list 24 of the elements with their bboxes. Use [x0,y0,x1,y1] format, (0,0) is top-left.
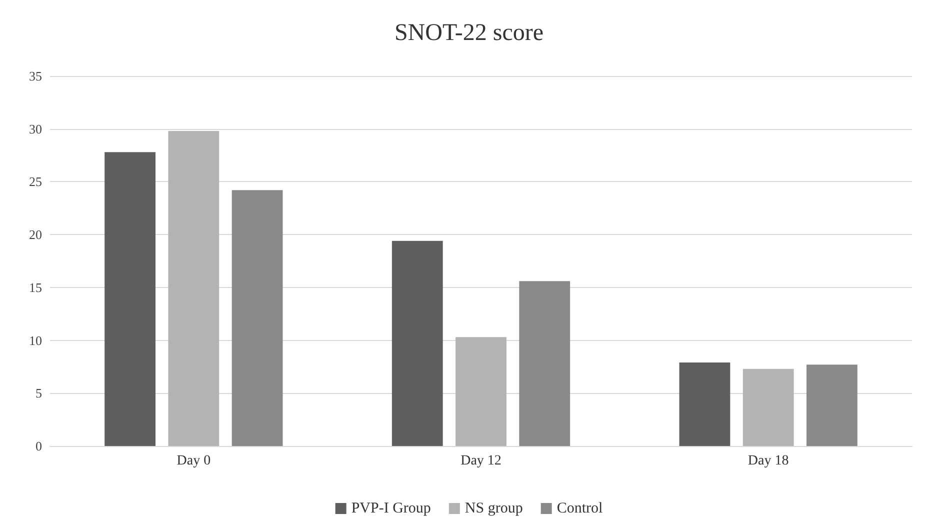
y-tick-label: 10 [29,332,42,348]
bar [392,240,443,446]
y-tick-label: 0 [36,438,42,454]
y-tick-label: 30 [29,121,42,136]
legend-label: PVP-I Group [351,500,431,516]
bar [806,364,858,446]
bar [679,362,730,446]
x-tick-label: Day 12 [460,454,502,468]
x-tick-label: Day 18 [748,454,789,468]
bar [742,368,794,446]
bar [232,190,283,446]
bar [519,281,570,446]
bar [456,337,506,446]
legend-label: Control [556,500,603,516]
bar [168,130,220,446]
chart-title: SNOT-22 score [394,20,544,46]
y-tick-label: 20 [29,227,42,242]
x-tick-label: Day 0 [176,454,211,468]
legend-label: NS group [464,500,523,516]
y-tick-label: 15 [29,280,42,295]
y-tick-label: 35 [29,68,42,84]
y-tick-label: 5 [36,386,42,401]
bar [104,152,156,446]
y-tick-label: 25 [29,174,42,190]
